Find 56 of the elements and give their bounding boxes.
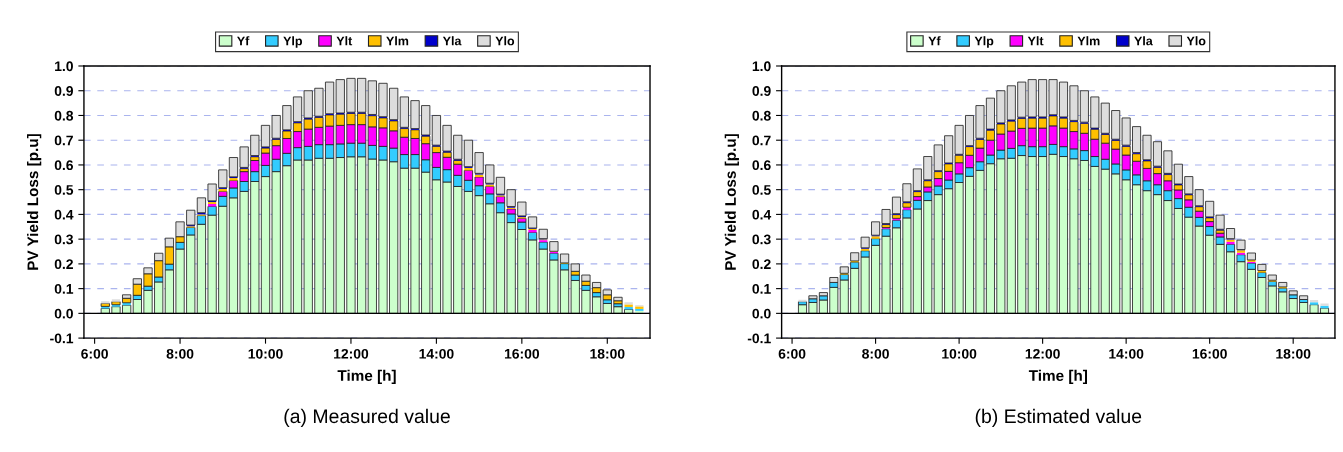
- x-tick-label: 10:00: [248, 348, 283, 359]
- y-tick-label: 0.5: [54, 185, 74, 195]
- y-tick-label: 0.4: [54, 209, 74, 220]
- legend-label: Ylm: [386, 36, 409, 46]
- y-tick-label: 1.0: [55, 61, 73, 72]
- y-tick-label: 0.5: [752, 185, 771, 195]
- legend-label: Yla: [442, 36, 462, 46]
- x-axis-title: Time [h]: [1028, 369, 1087, 385]
- legend-label: Ylp: [974, 36, 994, 48]
- y-tick-label: -0.1: [50, 333, 74, 344]
- y-tick-label: 0.2: [54, 259, 73, 270]
- legend-label: Yf: [237, 36, 250, 46]
- x-tick-label: 14:00: [1109, 348, 1144, 359]
- x-tick-label: 8:00: [166, 348, 194, 359]
- y-tick-label: 0.0: [752, 308, 771, 319]
- y-tick-label: 0.6: [54, 160, 74, 171]
- legend-label: Ylm: [1077, 36, 1100, 46]
- y-tick-label: -0.1: [747, 333, 771, 344]
- y-tick-label: 0.3: [752, 234, 771, 245]
- y-tick-label: 0.1: [54, 283, 74, 294]
- legend-label: Ylo: [495, 36, 515, 46]
- legend-label: Ylo: [1186, 36, 1206, 46]
- x-tick-label: 18:00: [590, 348, 625, 359]
- x-axis-title: Time [h]: [337, 369, 396, 385]
- legend-label: Ylp: [283, 36, 303, 48]
- y-tick-label: 0.2: [752, 259, 771, 270]
- y-tick-label: 1.0: [752, 61, 771, 72]
- text: (a) Measured value: [284, 408, 450, 427]
- legend-label: Yla: [1134, 36, 1153, 46]
- x-tick-label: 18:00: [1276, 348, 1311, 359]
- y-axis-title: PV Yield Loss [p.u]: [27, 134, 42, 270]
- y-axis-title: PV Yield Loss [p.u]: [724, 134, 739, 270]
- y-tick-label: 0.3: [54, 234, 74, 245]
- y-tick-label: 0.9: [752, 86, 771, 96]
- x-tick-label: 12:00: [1025, 348, 1060, 359]
- legend-label: Yf: [928, 36, 941, 46]
- y-tick-label: 0.1: [752, 283, 771, 294]
- x-tick-label: 6:00: [81, 348, 108, 359]
- y-tick-label: 0.9: [54, 86, 74, 96]
- x-tick-label: 16:00: [1192, 348, 1227, 359]
- x-tick-label: 8:00: [862, 348, 889, 359]
- y-tick-label: 0.7: [752, 135, 771, 146]
- x-tick-label: 10:00: [942, 348, 977, 359]
- text: (b) Estimated value: [975, 408, 1142, 427]
- x-tick-label: 6:00: [778, 348, 806, 359]
- y-tick-label: 0.6: [752, 160, 771, 171]
- y-tick-label: 0.0: [54, 308, 73, 319]
- y-tick-label: 0.8: [54, 110, 74, 121]
- x-tick-label: 14:00: [419, 348, 454, 359]
- y-tick-label: 0.7: [54, 135, 73, 146]
- x-tick-label: 16:00: [504, 348, 540, 359]
- x-tick-label: 12:00: [334, 348, 369, 359]
- legend-label: Ylt: [336, 36, 353, 46]
- y-tick-label: 0.8: [752, 110, 771, 121]
- legend-label: Ylt: [1027, 36, 1044, 46]
- y-tick-label: 0.4: [752, 209, 772, 220]
